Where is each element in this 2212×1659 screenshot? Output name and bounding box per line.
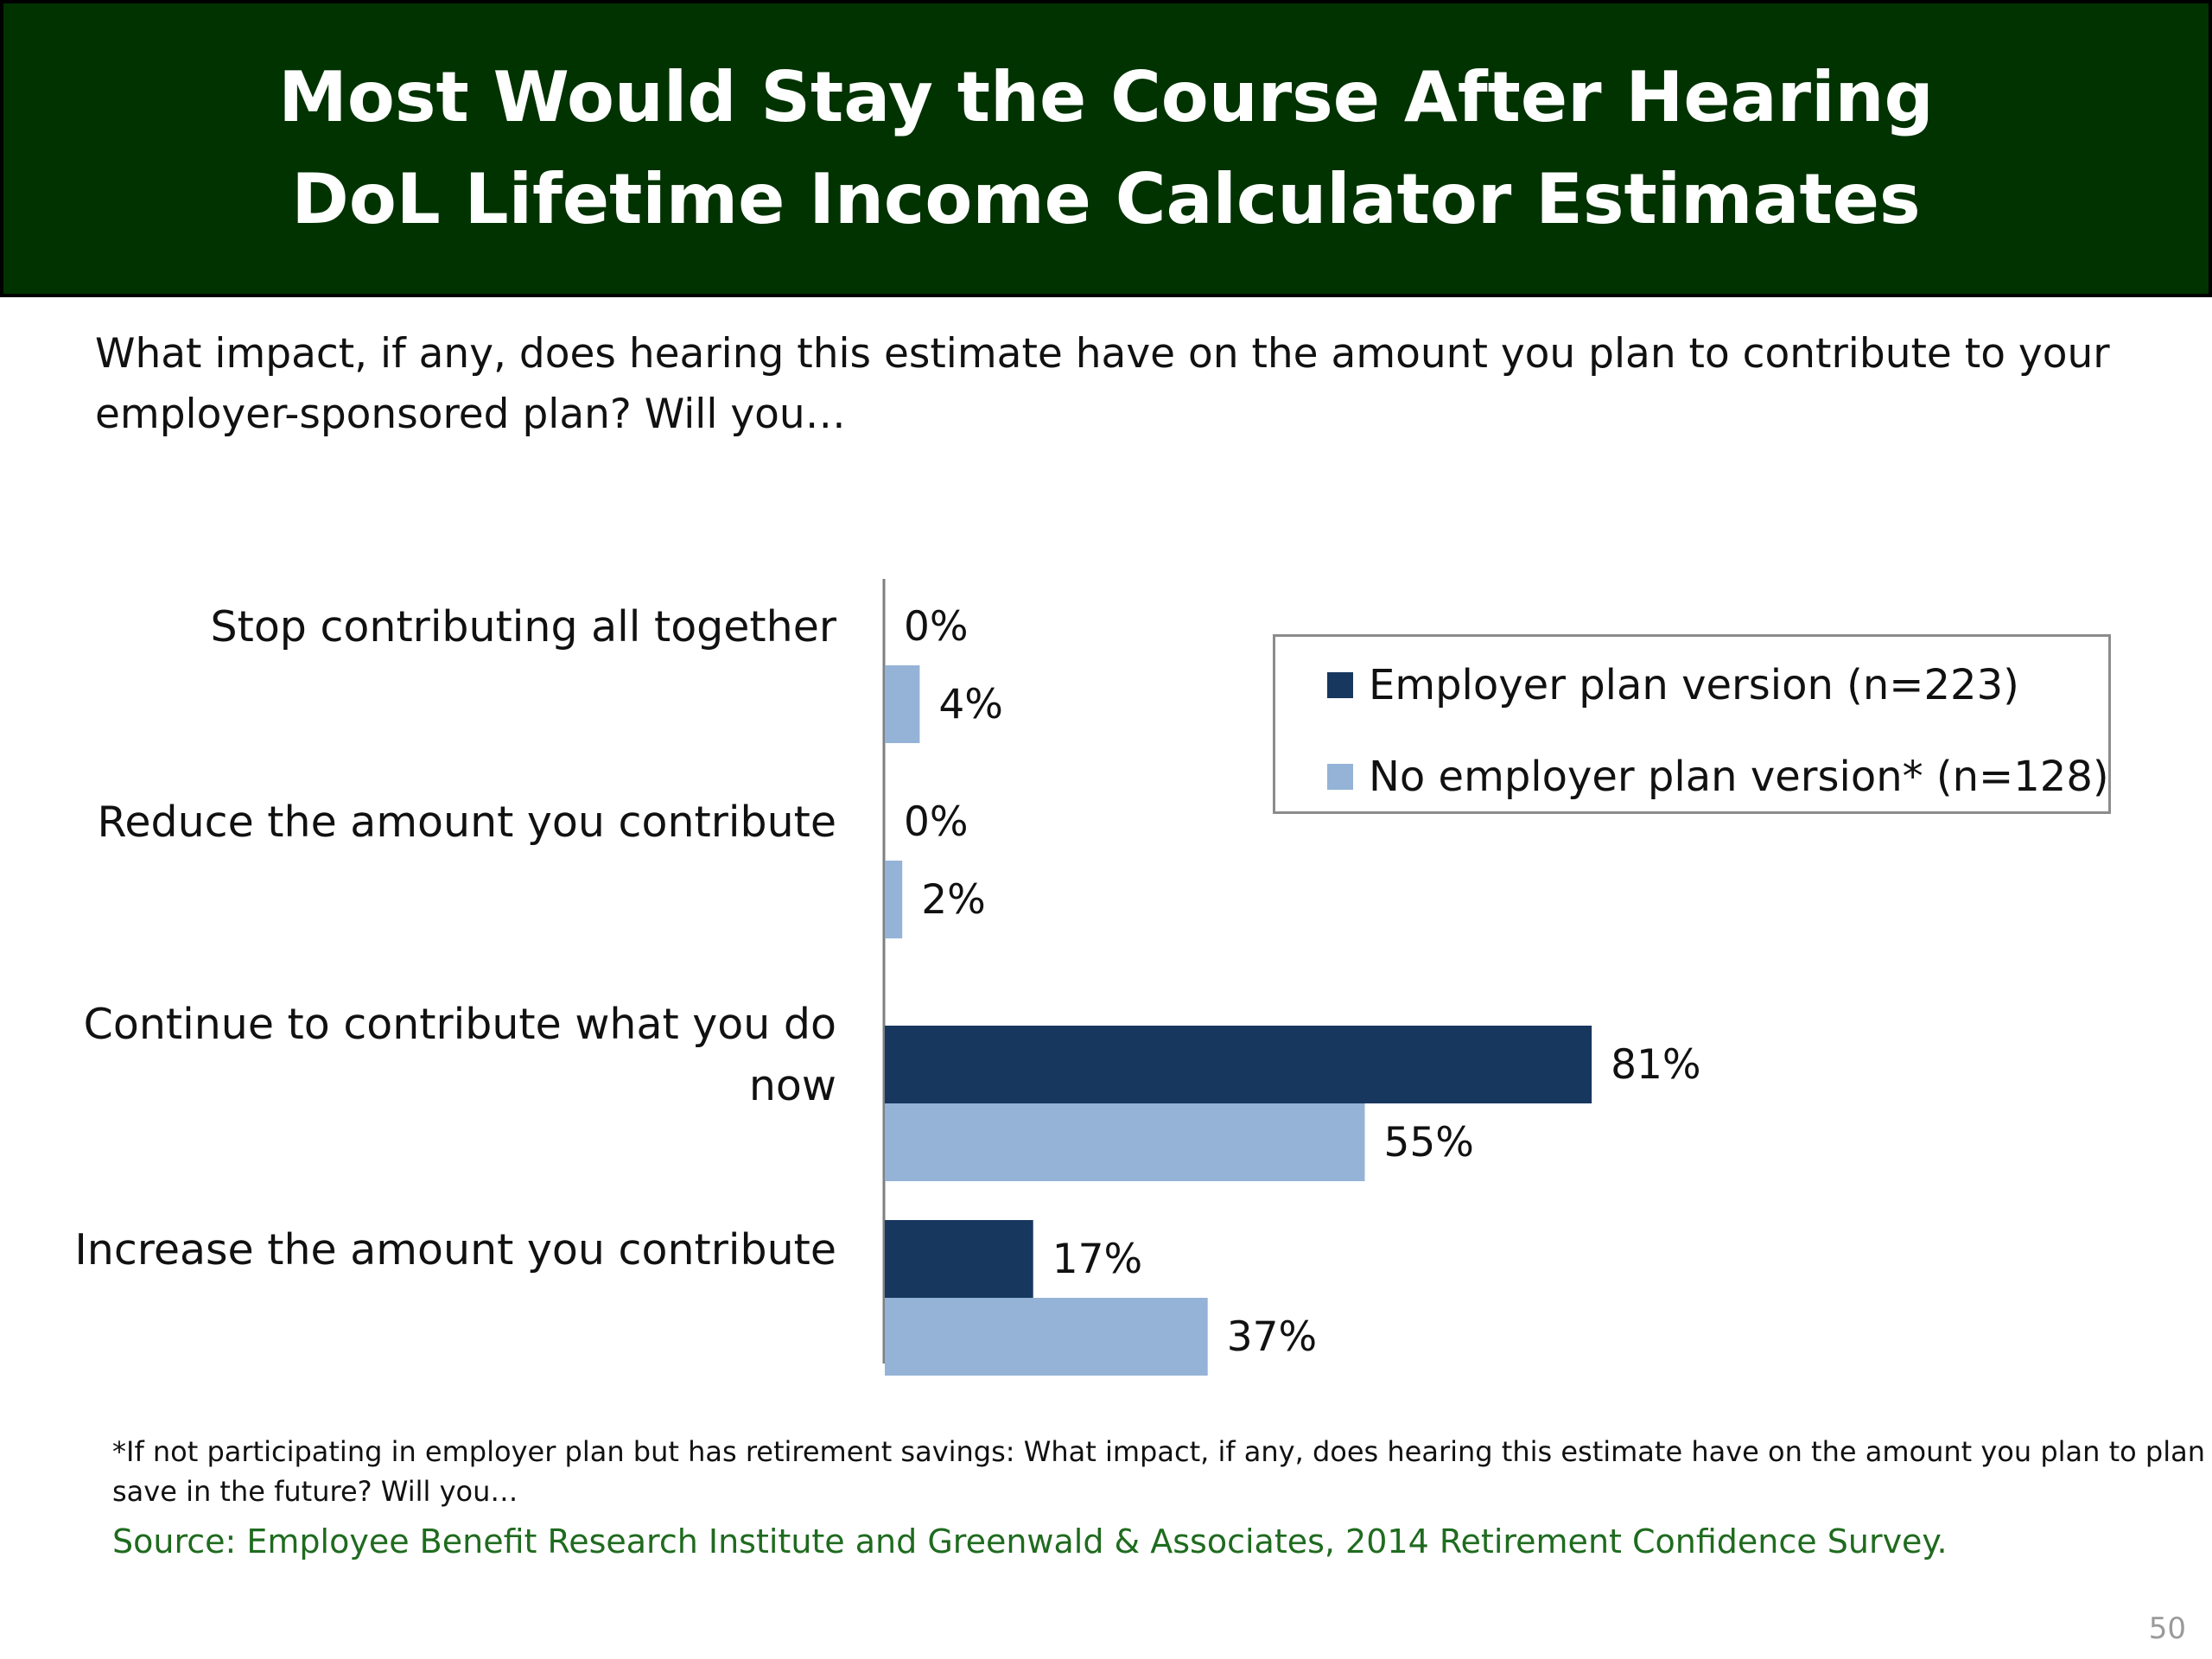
data-label: 55% xyxy=(1384,1119,1474,1166)
legend-swatch-employer xyxy=(1327,672,1353,698)
data-label: 81% xyxy=(1611,1041,1700,1089)
category-label: now xyxy=(749,1061,836,1110)
legend-label-employer: Employer plan version (n=223) xyxy=(1369,661,2019,709)
question-line-2: employer-sponsored plan? Will you… xyxy=(95,391,846,438)
data-label: 0% xyxy=(904,798,969,846)
bar xyxy=(885,1103,1365,1181)
bar-chart: Stop contributing all together 0% 4% Reduce… xyxy=(74,579,1701,1376)
bar xyxy=(885,1026,1592,1103)
bar xyxy=(885,665,920,743)
category-label: Continue to contribute what you do xyxy=(84,1000,836,1049)
slide-title-line-1: Most Would Stay the Course After Hearing xyxy=(278,57,1934,137)
slide-title-line-2: DoL Lifetime Income Calculator Estimates xyxy=(291,159,1921,239)
source-citation: Source: Employee Benefit Research Instit… xyxy=(112,1522,1948,1560)
legend-swatch-no-employer xyxy=(1327,764,1353,790)
data-label: 2% xyxy=(921,876,986,924)
bar xyxy=(885,1298,1208,1376)
legend-item-employer: Employer plan version (n=223) xyxy=(1327,661,2019,709)
question-line-1: What impact, if any, does hearing this e… xyxy=(95,330,2110,378)
data-label: 0% xyxy=(904,603,969,651)
category-label: Reduce the amount you contribute xyxy=(97,798,836,847)
title-bar: Most Would Stay the Course After Hearing… xyxy=(0,0,2212,297)
footnote-line-2: save in the future? Will you… xyxy=(112,1475,518,1508)
chart-legend: Employer plan version (n=223) No employe… xyxy=(1273,634,2111,814)
bar xyxy=(885,1220,1033,1298)
survey-question: What impact, if any, does hearing this e… xyxy=(95,324,2152,445)
data-label: 17% xyxy=(1052,1236,1142,1283)
footnote: *If not participating in employer plan b… xyxy=(112,1432,2212,1511)
legend-label-no-employer: No employer plan version* (n=128) xyxy=(1369,753,2109,801)
footnote-line-1: *If not participating in employer plan b… xyxy=(112,1435,2212,1468)
category-label: Increase the amount you contribute xyxy=(74,1225,836,1274)
legend-item-no-employer: No employer plan version* (n=128) xyxy=(1327,753,2109,801)
bar xyxy=(885,861,903,938)
page-number: 50 xyxy=(2148,1611,2186,1646)
data-label: 4% xyxy=(938,681,1003,728)
category-label: Stop contributing all together xyxy=(211,602,837,652)
data-label: 37% xyxy=(1227,1313,1317,1361)
